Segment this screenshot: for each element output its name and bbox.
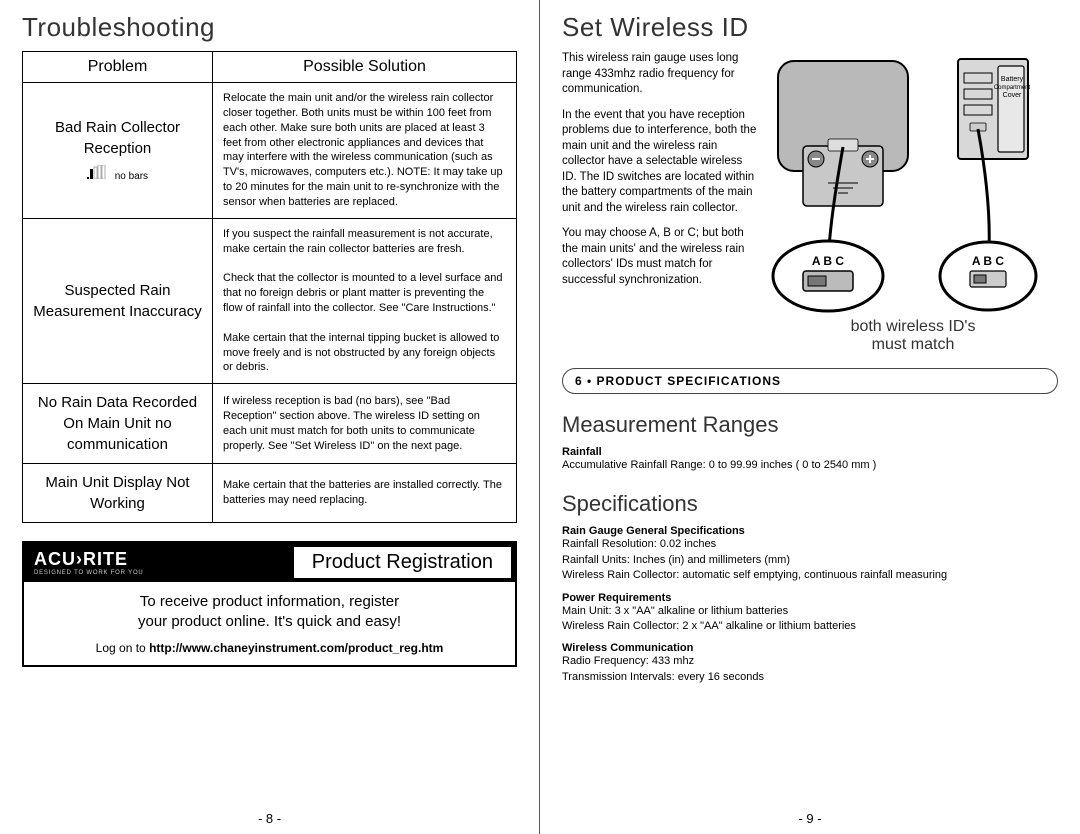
problem-cell: No Rain Data Recorded On Main Unit no co… xyxy=(23,384,213,464)
col-solution: Possible Solution xyxy=(213,52,517,83)
solution-cell: Relocate the main unit and/or the wirele… xyxy=(213,83,517,219)
spec-group-heading: Wireless Communication xyxy=(562,642,1058,654)
solution-cell: Make certain that the batteries are inst… xyxy=(213,464,517,523)
spec-line: Rainfall Units: Inches (in) and millimet… xyxy=(562,553,1058,568)
problem-cell: Main Unit Display Not Working xyxy=(23,464,213,523)
wireless-text: This wireless rain gauge uses long range… xyxy=(562,51,758,356)
svg-text:A B C: A B C xyxy=(972,254,1005,268)
wireless-id-title: Set Wireless ID xyxy=(562,12,1058,43)
spec-line: Rainfall Resolution: 0.02 inches xyxy=(562,537,1058,552)
spec-group-heading: Power Requirements xyxy=(562,592,1058,604)
svg-text:Compartment: Compartment xyxy=(994,85,1031,91)
ranges-line: Accumulative Rainfall Range: 0 to 99.99 … xyxy=(562,458,1058,473)
spec-line: Radio Frequency: 433 mhz xyxy=(562,654,1058,669)
svg-text:A B C: A B C xyxy=(812,254,845,268)
svg-text:Cover: Cover xyxy=(1003,92,1022,99)
page-number: - 9 - xyxy=(540,811,1080,826)
troubleshooting-title: Troubleshooting xyxy=(22,12,517,43)
spec-line: Main Unit: 3 x "AA" alkaline or lithium … xyxy=(562,604,1058,619)
specs-title: Specifications xyxy=(562,491,1058,517)
registration-title: Product Registration xyxy=(294,547,511,578)
col-problem: Problem xyxy=(23,52,213,83)
problem-cell: Suspected Rain Measurement Inaccuracy xyxy=(23,218,213,383)
spec-line: Wireless Rain Collector: 2 x "AA" alkali… xyxy=(562,619,1058,634)
table-row: No Rain Data Recorded On Main Unit no co… xyxy=(23,384,517,464)
table-row: Bad Rain Collector Reception no bars Rel… xyxy=(23,83,517,219)
svg-text:Battery: Battery xyxy=(1001,76,1024,83)
spec-line: Transmission Intervals: every 16 seconds xyxy=(562,670,1058,685)
table-row: Suspected Rain Measurement Inaccuracy If… xyxy=(23,218,517,383)
section-bar-specs: 6 • PRODUCT SPECIFICATIONS xyxy=(562,368,1058,394)
solution-cell: If you suspect the rainfall measurement … xyxy=(213,218,517,383)
page-number: - 8 - xyxy=(0,811,539,826)
page-9: Set Wireless ID This wireless rain gauge… xyxy=(540,0,1080,834)
registration-box: ACU›RITE DESIGNED TO WORK FOR YOU Produc… xyxy=(22,541,517,667)
solution-cell: If wireless reception is bad (no bars), … xyxy=(213,384,517,464)
spec-line: Wireless Rain Collector: automatic self … xyxy=(562,568,1058,583)
svg-text:must match: must match xyxy=(872,336,955,351)
ranges-sub: Rainfall xyxy=(562,446,1058,458)
registration-url: Log on to http://www.chaneyinstrument.co… xyxy=(24,637,515,665)
problem-cell: Bad Rain Collector Reception no bars xyxy=(23,83,213,219)
wireless-diagram: Battery Compartment Cover A B C A B C bo… xyxy=(768,51,1058,356)
spec-group-heading: Rain Gauge General Specifications xyxy=(562,525,1058,537)
table-row: Main Unit Display Not Working Make certa… xyxy=(23,464,517,523)
svg-text:both wireless ID's: both wireless ID's xyxy=(851,318,976,335)
page-8: Troubleshooting Problem Possible Solutio… xyxy=(0,0,540,834)
registration-body: To receive product information, register… xyxy=(24,582,515,637)
troubleshooting-table: Problem Possible Solution Bad Rain Colle… xyxy=(22,51,517,523)
brand-logo: ACU›RITE DESIGNED TO WORK FOR YOU xyxy=(24,543,294,582)
ranges-title: Measurement Ranges xyxy=(562,412,1058,438)
signal-icon xyxy=(87,165,109,184)
